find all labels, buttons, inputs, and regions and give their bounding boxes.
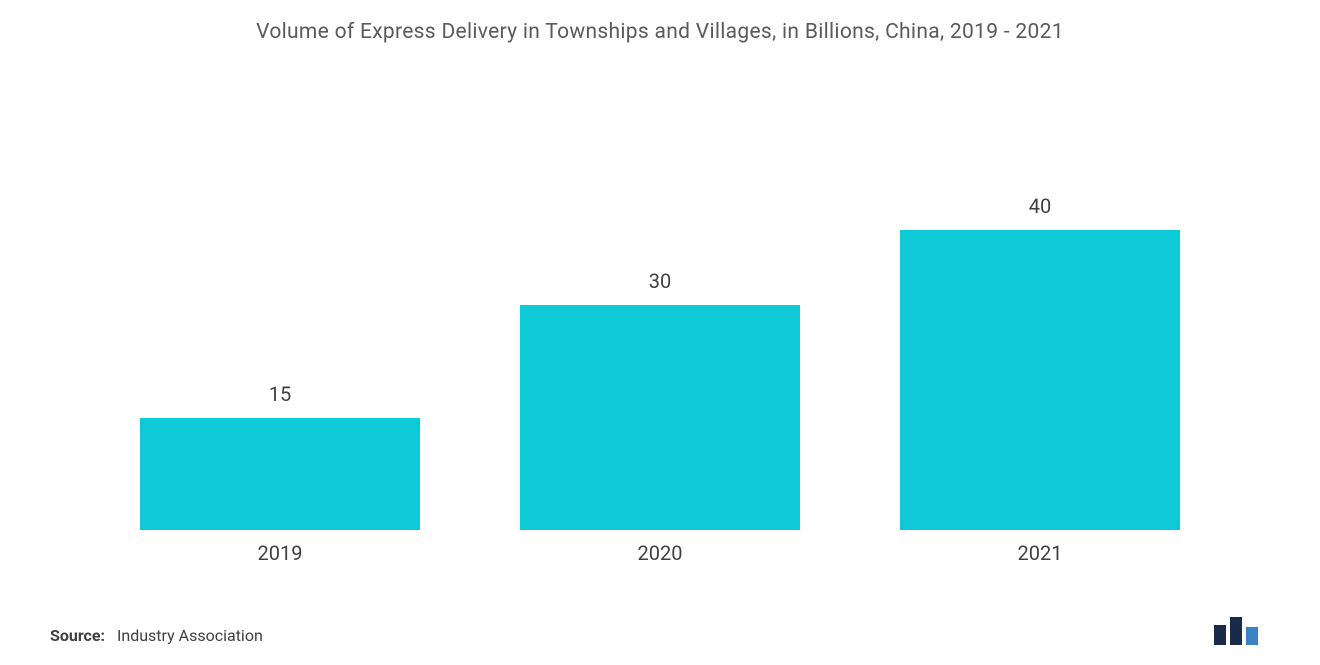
bar-group-0: 15 bbox=[140, 382, 420, 531]
bar bbox=[140, 418, 420, 531]
bar-value-label: 40 bbox=[1029, 194, 1051, 218]
footer-row: Source: Industry Association bbox=[50, 615, 1270, 645]
bar-value-label: 30 bbox=[649, 269, 671, 293]
chart-title: Volume of Express Delivery in Townships … bbox=[50, 20, 1270, 44]
x-tick-label: 2021 bbox=[900, 541, 1180, 565]
chart-container: Volume of Express Delivery in Townships … bbox=[0, 0, 1320, 665]
bar bbox=[900, 230, 1180, 530]
x-tick-label: 2020 bbox=[520, 541, 800, 565]
plot-area: 15 30 40 bbox=[50, 54, 1270, 530]
source-text: Industry Association bbox=[117, 626, 263, 645]
bar bbox=[520, 305, 800, 530]
brand-logo-icon bbox=[1212, 615, 1260, 645]
logo-bar-3 bbox=[1246, 627, 1258, 645]
bar-group-1: 30 bbox=[520, 269, 800, 530]
bar-group-2: 40 bbox=[900, 194, 1180, 530]
logo-bar-2 bbox=[1230, 617, 1242, 645]
x-axis: 2019 2020 2021 bbox=[50, 530, 1270, 565]
logo-bar-1 bbox=[1214, 625, 1226, 645]
source-label: Source: bbox=[50, 626, 105, 645]
bar-value-label: 15 bbox=[269, 382, 291, 406]
source-block: Source: Industry Association bbox=[50, 626, 263, 645]
x-tick-label: 2019 bbox=[140, 541, 420, 565]
